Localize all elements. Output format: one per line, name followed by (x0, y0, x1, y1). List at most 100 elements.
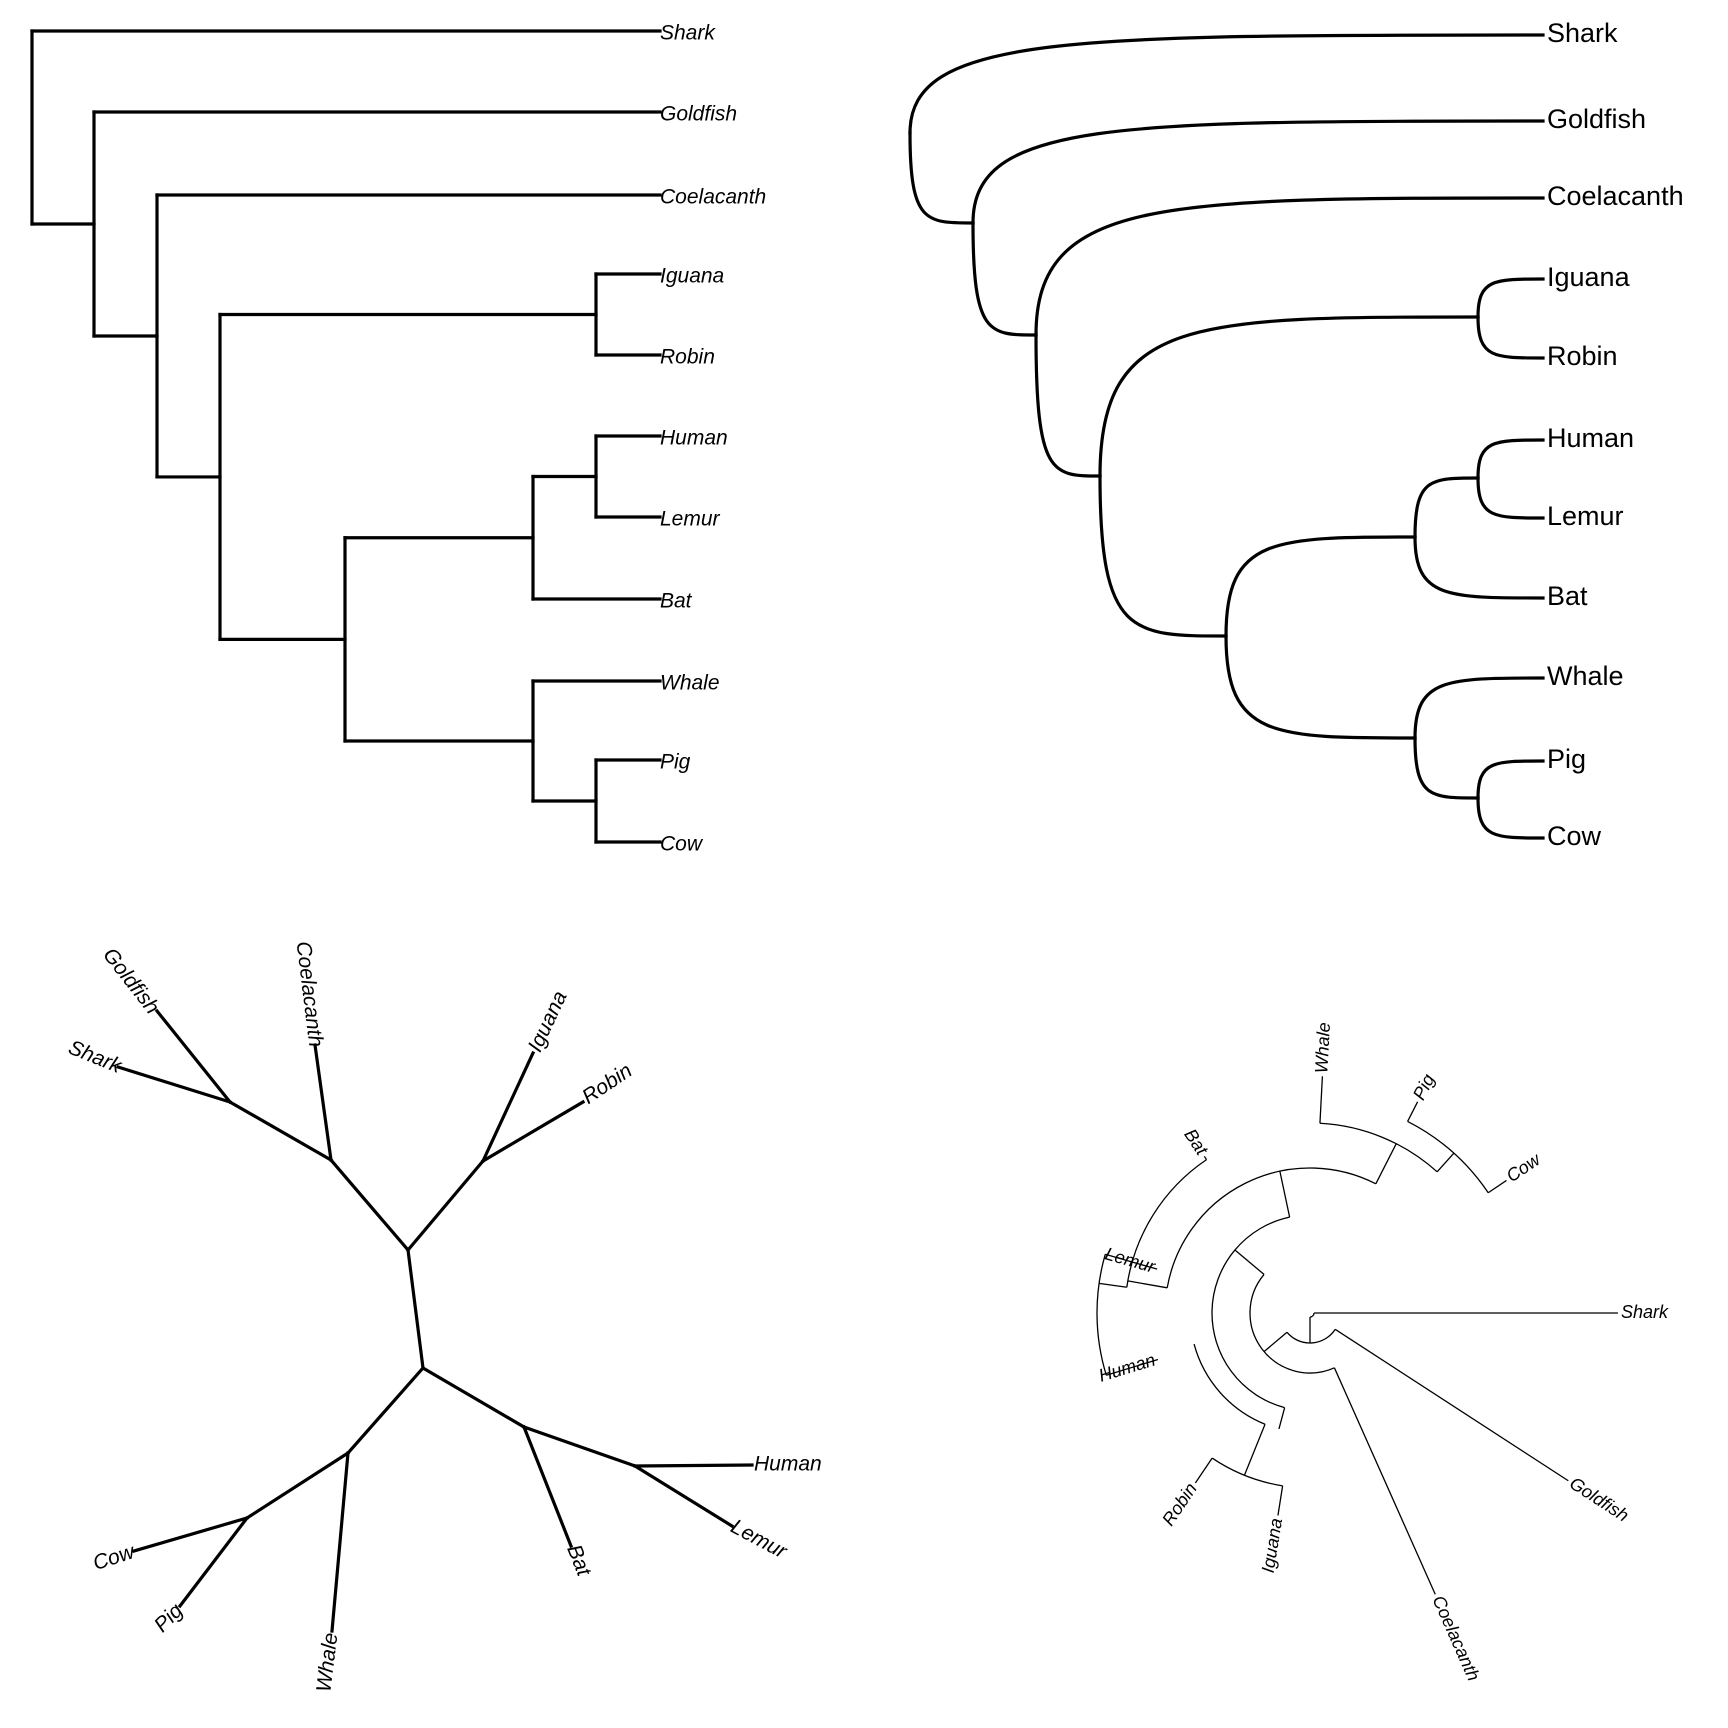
fan-label-cow: Cow (1503, 1149, 1545, 1186)
unrooted-branch-human (633, 1463, 754, 1468)
rect-label-pig: Pig (660, 751, 691, 774)
fan-branch-lemur (1105, 1253, 1158, 1270)
fan-arc-h (1126, 1159, 1207, 1288)
unrooted-label-lemur: Lemur (727, 1515, 791, 1564)
curved-label-iguana: Iguana (1547, 262, 1631, 292)
fan-arc-g (1166, 1167, 1377, 1288)
unrooted-label-bat: Bat (562, 1541, 596, 1580)
unrooted-branch-pig-cow-clade (244, 1450, 351, 1521)
fan-arc-a (1309, 1312, 1315, 1318)
fan-arc-k (1407, 1120, 1489, 1194)
fan-label-lemur: Lemur (1103, 1243, 1159, 1277)
fan-arc-j (1319, 1122, 1438, 1173)
curved-branch-pc (1413, 736, 1480, 800)
fan-branch-bat-primate (1127, 1280, 1168, 1289)
fan-label-whale: Whale (1311, 1022, 1334, 1074)
fan-arc-b (1286, 1328, 1336, 1344)
curved-branch-tet (1034, 333, 1102, 478)
fan-branch-primates (1098, 1282, 1127, 1288)
fan-branch-pig-cow (1436, 1152, 1455, 1173)
unrooted-label-coelacanth: Coelacanth (292, 940, 328, 1048)
unrooted-branch-spine-top (328, 1157, 411, 1253)
rect-label-coelacanth: Coelacanth (660, 186, 766, 209)
fan-branch-cetartiodactyla (1375, 1143, 1397, 1185)
curved-branch-sar (971, 221, 1038, 337)
unrooted-label-goldfish: Goldfish (98, 944, 164, 1019)
fan-branch-pig (1407, 1101, 1419, 1122)
unrooted-branch-whale-pig-cow-clade (345, 1365, 426, 1456)
fan-arc-e (1193, 1343, 1266, 1425)
unrooted-branch-lemur (632, 1463, 735, 1529)
fan-label-goldfish: Goldfish (1566, 1473, 1632, 1526)
curved-label-bat: Bat (1547, 581, 1588, 611)
rect-label-cow: Cow (660, 833, 704, 856)
rect-label-iguana: Iguana (660, 265, 724, 288)
curved-label-human: Human (1547, 423, 1634, 453)
curved-label-robin: Robin (1547, 341, 1618, 371)
rect-label-bat: Bat (660, 590, 693, 613)
fan-label-shark: Shark (1621, 1302, 1669, 1322)
unrooted-branch-bat (521, 1424, 574, 1549)
rect-label-shark: Shark (660, 22, 716, 45)
fan-branch-human (1106, 1358, 1159, 1376)
curved-label-whale: Whale (1547, 661, 1624, 691)
curved-branch-pig (1476, 759, 1545, 800)
circular-tree-panel: Shark Goldfish Coelacanth Iguana Robin Human L… (1096, 1022, 1669, 1684)
fan-label-human: Human (1096, 1350, 1157, 1386)
fan-label-coelacanth: Coelacanth (1429, 1593, 1484, 1684)
fan-branch-bat (1203, 1155, 1208, 1160)
fan-branch-sarcopterygii (1263, 1331, 1288, 1353)
unrooted-branch-robin (480, 1099, 586, 1164)
fan-branch-sauropsida (1243, 1424, 1266, 1476)
fan-arc-d (1211, 1216, 1290, 1409)
fan-label-bat: Bat (1180, 1125, 1212, 1159)
rect-label-goldfish: Goldfish (660, 103, 737, 126)
unrooted-branch-human-lemur-clade (521, 1424, 638, 1469)
curved-branch-lemur (1476, 476, 1545, 520)
unrooted-branch-pig (177, 1515, 250, 1609)
fan-arc-f (1211, 1457, 1283, 1487)
fan-branch-whale (1319, 1076, 1324, 1124)
curved-label-coelacanth: Coelacanth (1547, 181, 1684, 211)
fan-arc-c (1249, 1274, 1335, 1374)
fan-branch-goldfish (1334, 1328, 1569, 1482)
unrooted-branch-spine-center (406, 1248, 425, 1370)
curved-branch-mam (1098, 474, 1228, 638)
curved-branch-cow (1476, 796, 1545, 840)
unrooted-branch-cow (132, 1516, 249, 1553)
curved-branch-ost (908, 131, 975, 225)
fan-label-pig: Pig (1409, 1071, 1439, 1103)
curved-branch-wpc (1224, 634, 1417, 740)
curved-branch-ir (1098, 315, 1480, 478)
curved-label-lemur: Lemur (1547, 501, 1624, 531)
curved-branch-coelacanth (1034, 196, 1545, 337)
unrooted-branch-reptile-bird-clade (405, 1158, 486, 1253)
curved-branch-bat (1413, 535, 1545, 600)
unrooted-branch-whale (330, 1451, 350, 1633)
fan-branch-cow (1487, 1179, 1507, 1194)
fan-branch-coel (1333, 1367, 1436, 1595)
rect-label-whale: Whale (660, 672, 720, 695)
unrooted-label-shark: Shark (65, 1036, 126, 1078)
unrooted-label-whale: Whale (312, 1631, 342, 1693)
rectangular-cladogram-panel: Shark Goldfish Coelacanth Iguana Robin Human L… (30, 22, 766, 856)
curved-branch-robin (1476, 315, 1545, 360)
curved-cladogram-panel: Shark Goldfish Coelacanth Iguana Robin Human L… (908, 18, 1684, 851)
fan-branch-tetrapoda (1234, 1249, 1265, 1275)
unrooted-branch-shark (115, 1064, 233, 1105)
curved-label-pig: Pig (1547, 744, 1586, 774)
fan-branch-robin (1194, 1457, 1213, 1484)
rect-label-human: Human (660, 427, 728, 450)
curved-branch-hl (1413, 476, 1480, 539)
curved-label-goldfish: Goldfish (1547, 104, 1646, 134)
fan-label-robin: Robin (1158, 1479, 1201, 1529)
curved-label-cow: Cow (1547, 821, 1602, 851)
curved-branch-iguana (1476, 277, 1545, 319)
curved-label-shark: Shark (1547, 18, 1618, 48)
fan-branch-mammalia (1279, 1171, 1291, 1218)
unrooted-label-robin: Robin (578, 1059, 636, 1109)
curved-branch-whale (1413, 676, 1545, 740)
unrooted-label-iguana: Iguana (524, 988, 572, 1056)
fan-label-iguana: Iguana (1258, 1517, 1286, 1575)
